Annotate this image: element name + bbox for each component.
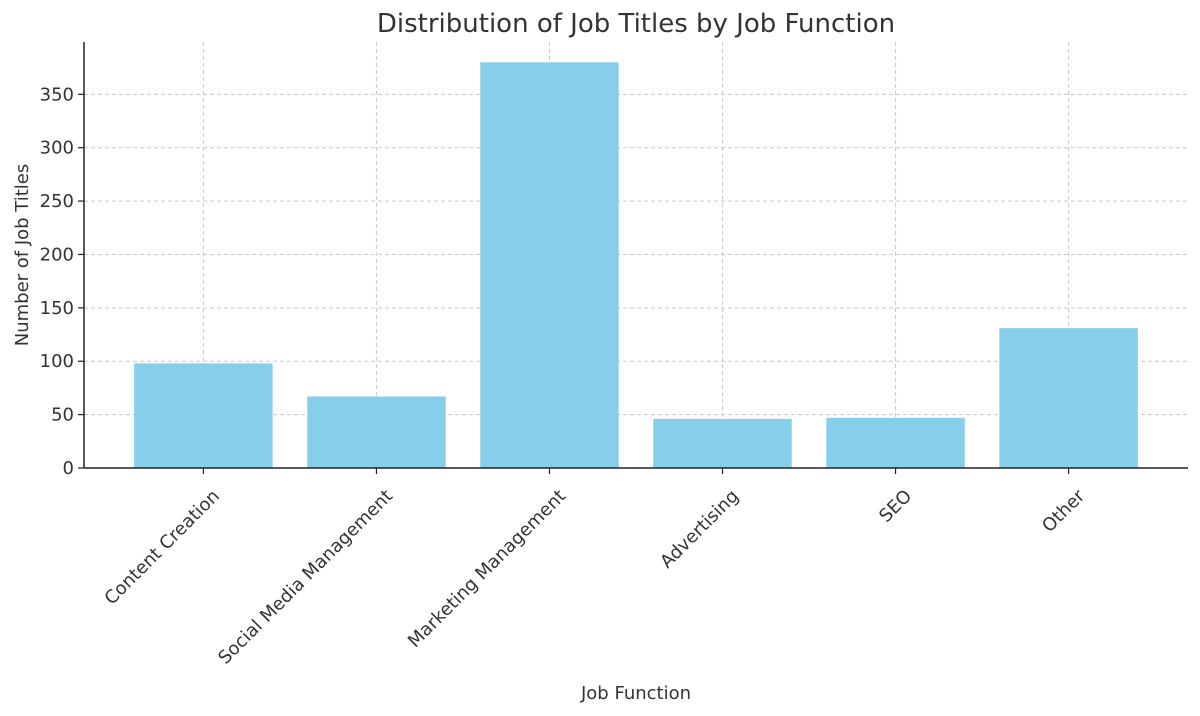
y-tick-label: 50 xyxy=(51,405,74,426)
x-axis-label: Job Function xyxy=(580,683,691,704)
bar xyxy=(653,418,792,468)
x-tick-label: Social Media Management xyxy=(214,486,397,669)
bar xyxy=(307,396,446,468)
y-tick-label: 100 xyxy=(40,351,74,372)
chart-title: Distribution of Job Titles by Job Functi… xyxy=(377,9,895,39)
x-tick-label: SEO xyxy=(875,486,916,527)
y-tick-label: 250 xyxy=(40,191,74,212)
bar xyxy=(480,62,619,469)
x-tick-label: Advertising xyxy=(656,486,743,573)
y-tick-label: 200 xyxy=(40,244,74,265)
bar xyxy=(826,417,965,468)
x-tick-label: Other xyxy=(1038,485,1089,536)
y-tick-label: 300 xyxy=(40,138,74,159)
bar xyxy=(999,328,1138,468)
x-tick-label: Content Creation xyxy=(101,486,224,609)
y-tick-label: 350 xyxy=(40,84,74,105)
y-axis-label: Number of Job Titles xyxy=(12,164,33,347)
y-tick-label: 0 xyxy=(63,458,74,479)
x-tick-label: Marketing Management xyxy=(404,486,570,652)
bar xyxy=(134,363,273,468)
y-tick-label: 150 xyxy=(40,298,74,319)
